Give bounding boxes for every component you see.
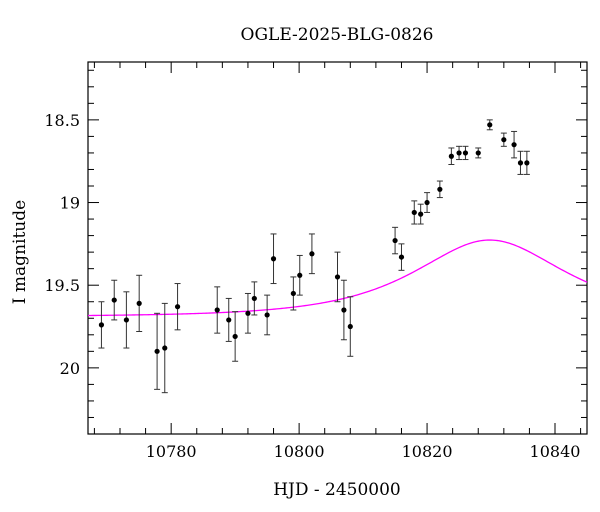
data-marker — [437, 186, 443, 192]
data-marker — [424, 199, 430, 206]
data-marker — [251, 295, 257, 302]
data-marker — [136, 300, 142, 306]
data-points-group — [98, 119, 530, 394]
data-point — [244, 292, 251, 334]
data-marker — [456, 150, 462, 156]
data-point — [517, 150, 524, 175]
chart-title: OGLE-2025-BLG-0826 — [241, 25, 434, 45]
data-marker — [309, 251, 315, 257]
data-point — [436, 180, 443, 199]
data-point — [111, 279, 118, 321]
data-marker — [290, 290, 296, 297]
data-marker — [487, 122, 493, 128]
data-marker — [524, 160, 530, 166]
data-point — [290, 276, 297, 311]
data-marker — [232, 333, 238, 340]
data-marker — [297, 272, 303, 278]
data-point — [296, 254, 303, 296]
data-point — [347, 296, 354, 357]
data-marker — [98, 322, 105, 328]
x-axis-label: HJD - 2450000 — [273, 480, 401, 500]
data-marker — [392, 237, 398, 244]
data-point — [500, 132, 507, 147]
data-point — [417, 203, 424, 225]
y-tick-label: 19 — [60, 194, 80, 213]
data-marker — [462, 150, 469, 156]
data-point — [136, 274, 143, 332]
data-marker — [411, 209, 417, 216]
x-tick-label: 10800 — [274, 442, 325, 461]
data-point — [264, 294, 271, 336]
data-marker — [123, 317, 129, 323]
data-marker — [398, 254, 405, 260]
data-marker — [475, 150, 481, 156]
data-marker — [111, 297, 117, 303]
axis-ticks — [88, 62, 587, 435]
x-tick-label: 10820 — [402, 442, 453, 461]
axis-tick-labels: 10780 10800 10820 10840 18.5 19 19.5 20 — [44, 111, 580, 461]
data-point — [214, 286, 221, 334]
data-point — [456, 145, 463, 161]
data-point — [462, 145, 469, 161]
data-point — [98, 301, 105, 349]
data-marker — [501, 137, 507, 143]
data-point — [424, 192, 431, 213]
data-point — [232, 311, 239, 362]
data-point — [511, 130, 518, 159]
data-marker — [448, 153, 454, 159]
data-marker — [174, 304, 181, 310]
y-axis-label: I magnitude — [10, 200, 30, 304]
data-point — [154, 312, 161, 390]
data-point — [392, 226, 399, 255]
y-tick-label: 19.5 — [44, 276, 80, 295]
data-marker — [511, 142, 517, 148]
data-point — [308, 233, 315, 275]
data-point — [398, 243, 405, 271]
data-marker — [214, 307, 220, 313]
x-tick-label: 10780 — [146, 442, 197, 461]
data-marker — [341, 307, 347, 313]
data-marker — [154, 348, 160, 354]
data-marker — [162, 345, 168, 351]
data-marker — [418, 211, 424, 217]
data-marker — [270, 256, 277, 262]
data-point — [251, 281, 258, 316]
plot-frame — [87, 61, 588, 435]
data-marker — [334, 274, 341, 280]
data-point — [411, 200, 418, 225]
data-point — [486, 119, 493, 131]
data-point — [174, 283, 181, 331]
y-tick-label: 18.5 — [44, 111, 80, 130]
data-point — [334, 251, 341, 303]
data-point — [448, 147, 455, 166]
data-point — [123, 291, 130, 349]
data-marker — [264, 312, 270, 318]
y-tick-label: 20 — [60, 359, 80, 378]
data-marker — [517, 160, 524, 166]
data-marker — [347, 323, 353, 330]
data-marker — [245, 310, 251, 316]
x-tick-label: 10840 — [530, 442, 581, 461]
data-point — [475, 147, 482, 159]
data-point — [523, 150, 530, 175]
data-point — [161, 302, 168, 394]
data-point — [270, 233, 277, 285]
data-marker — [226, 317, 232, 323]
data-point — [225, 297, 232, 342]
data-point — [340, 279, 347, 341]
